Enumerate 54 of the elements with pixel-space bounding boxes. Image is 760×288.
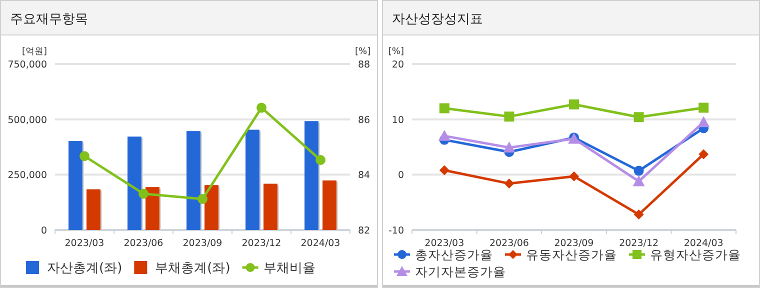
y2-tick-label: 84: [358, 170, 370, 182]
legend-label: 자기자본증가율: [415, 264, 506, 279]
point: [634, 112, 644, 122]
y-tick-label: 250,000: [8, 170, 47, 182]
y-tick-label: 0: [40, 226, 47, 236]
y2-tick-label: 82: [358, 226, 370, 236]
y-axis-title: [억원]: [22, 47, 47, 57]
chart-title: 자산성장성지표: [392, 12, 483, 27]
point: [504, 112, 514, 122]
y-tick-label: 20: [392, 60, 404, 70]
y-tick-label: 500,000: [8, 114, 47, 126]
x-tick-label: 2023/12: [619, 238, 659, 249]
x-tick-label: 2023/03: [424, 238, 464, 249]
point: [504, 178, 514, 189]
x-tick-label: 2023/12: [242, 238, 282, 249]
x-tick-label: 2023/03: [64, 238, 104, 249]
legend-label: 총자산증가율: [415, 247, 493, 262]
y2-tick-label: 88: [358, 60, 370, 70]
legend-label: 부채총계(좌): [155, 261, 230, 276]
point: [698, 102, 709, 113]
y-axis-title: [%]: [388, 47, 404, 57]
point: [438, 130, 450, 141]
point: [439, 165, 450, 176]
point: [316, 155, 326, 166]
y-tick-label: 750,000: [8, 60, 47, 70]
point: [634, 210, 644, 220]
y-tick-label: -10: [388, 226, 404, 236]
x-tick-label: 2023/09: [182, 238, 222, 249]
point: [634, 166, 644, 176]
legend-label: 유동자산증가율: [526, 247, 617, 262]
point: [698, 149, 709, 160]
point: [256, 102, 266, 113]
x-tick-label: 2023/06: [489, 238, 529, 249]
legend-label: 자산총계(좌): [47, 261, 122, 276]
point: [698, 116, 710, 128]
point: [569, 99, 579, 110]
y-tick-label: 10: [392, 114, 404, 126]
point: [439, 103, 450, 114]
point: [80, 151, 90, 162]
x-tick-label: 2023/09: [554, 238, 594, 249]
x-tick-label: 2024/03: [684, 238, 724, 249]
point: [569, 171, 579, 182]
point: [198, 194, 208, 204]
y-tick-label: 0: [398, 170, 404, 182]
point: [632, 175, 645, 186]
chart-title: 주요재무항목: [10, 12, 88, 27]
x-tick-label: 2023/06: [124, 238, 164, 249]
x-tick-label: 2024/03: [300, 238, 340, 249]
y2-tick-label: 86: [358, 114, 370, 126]
legend-label: 부채비율: [263, 261, 316, 276]
legend-label: 유형자산증가율: [650, 247, 741, 262]
y2-axis-title: [%]: [355, 47, 371, 57]
point: [138, 188, 148, 199]
point: [503, 142, 516, 153]
